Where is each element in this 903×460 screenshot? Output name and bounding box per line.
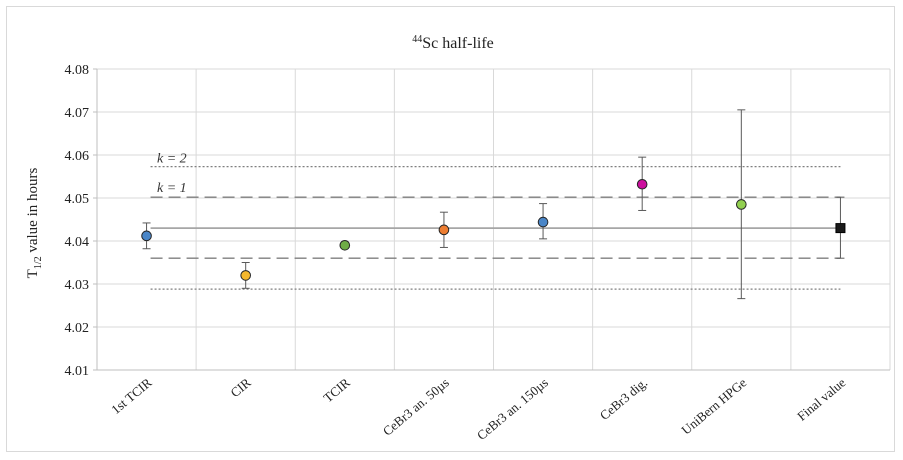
x-tick-label: 1st TCIR <box>108 375 155 417</box>
x-tick-label: CeBr3 dig. <box>597 375 650 423</box>
y-tick-label: 4.03 <box>65 278 90 293</box>
grid-lines <box>96 68 891 371</box>
x-tick-label: TCIR <box>320 375 353 406</box>
point-marker <box>636 178 648 190</box>
data-point <box>339 240 351 251</box>
point-marker <box>141 230 152 242</box>
y-tick-label: 4.05 <box>65 192 90 207</box>
data-point <box>240 262 251 289</box>
k1-annotation: k = 1 <box>157 181 187 196</box>
point-marker <box>438 224 450 236</box>
point-marker <box>736 199 747 210</box>
x-tick-label: CIR <box>227 375 253 401</box>
point-marker <box>537 216 549 228</box>
ylabel-rest: value in hours <box>25 167 41 256</box>
title-isotope: 44 <box>412 34 422 45</box>
y-tick-label: 4.04 <box>65 235 90 250</box>
chart-title: 44Sc half-life <box>412 34 494 52</box>
x-tick-label: UniBern HPGe <box>678 375 749 438</box>
point-marker <box>339 240 351 251</box>
point-marker <box>240 270 251 281</box>
x-axis: 1st TCIR CIR TCIR CeBr3 an. 50µs CeBr3 an. 1… <box>97 369 890 443</box>
ylabel-subscript: 1/2 <box>33 256 44 269</box>
data-points <box>141 109 846 300</box>
x-tick-label: CeBr3 an. 150µs <box>474 375 551 443</box>
y-tick-label: 4.07 <box>65 106 90 121</box>
x-tick-label: Final value <box>794 375 848 424</box>
reference-lines: k = 2 k = 1 <box>150 152 841 290</box>
x-tick-label: CeBr3 an. 50µs <box>380 375 452 439</box>
data-point <box>537 203 549 240</box>
y-tick-label: 4.06 <box>65 149 90 164</box>
y-axis-label: T1/2 value in hours <box>25 167 44 278</box>
y-tick-label: 4.02 <box>65 321 90 336</box>
chart-svg: 44Sc half-life k = 2k = 1 4.014.024.034.… <box>25 34 891 443</box>
data-point <box>835 196 846 259</box>
y-tick-label: 4.08 <box>65 63 90 78</box>
point-marker <box>835 223 846 234</box>
data-point <box>438 211 450 248</box>
title-text: Sc half-life <box>422 35 494 52</box>
y-tick-label: 4.01 <box>65 364 90 379</box>
y-axis: 4.01 4.02 4.03 4.04 4.05 4.06 4.07 4.08 <box>65 63 98 379</box>
data-point <box>736 109 747 300</box>
data-point <box>636 156 648 211</box>
data-point <box>141 222 152 250</box>
ylabel-main: T <box>25 269 41 278</box>
k2-annotation: k = 2 <box>157 152 187 167</box>
